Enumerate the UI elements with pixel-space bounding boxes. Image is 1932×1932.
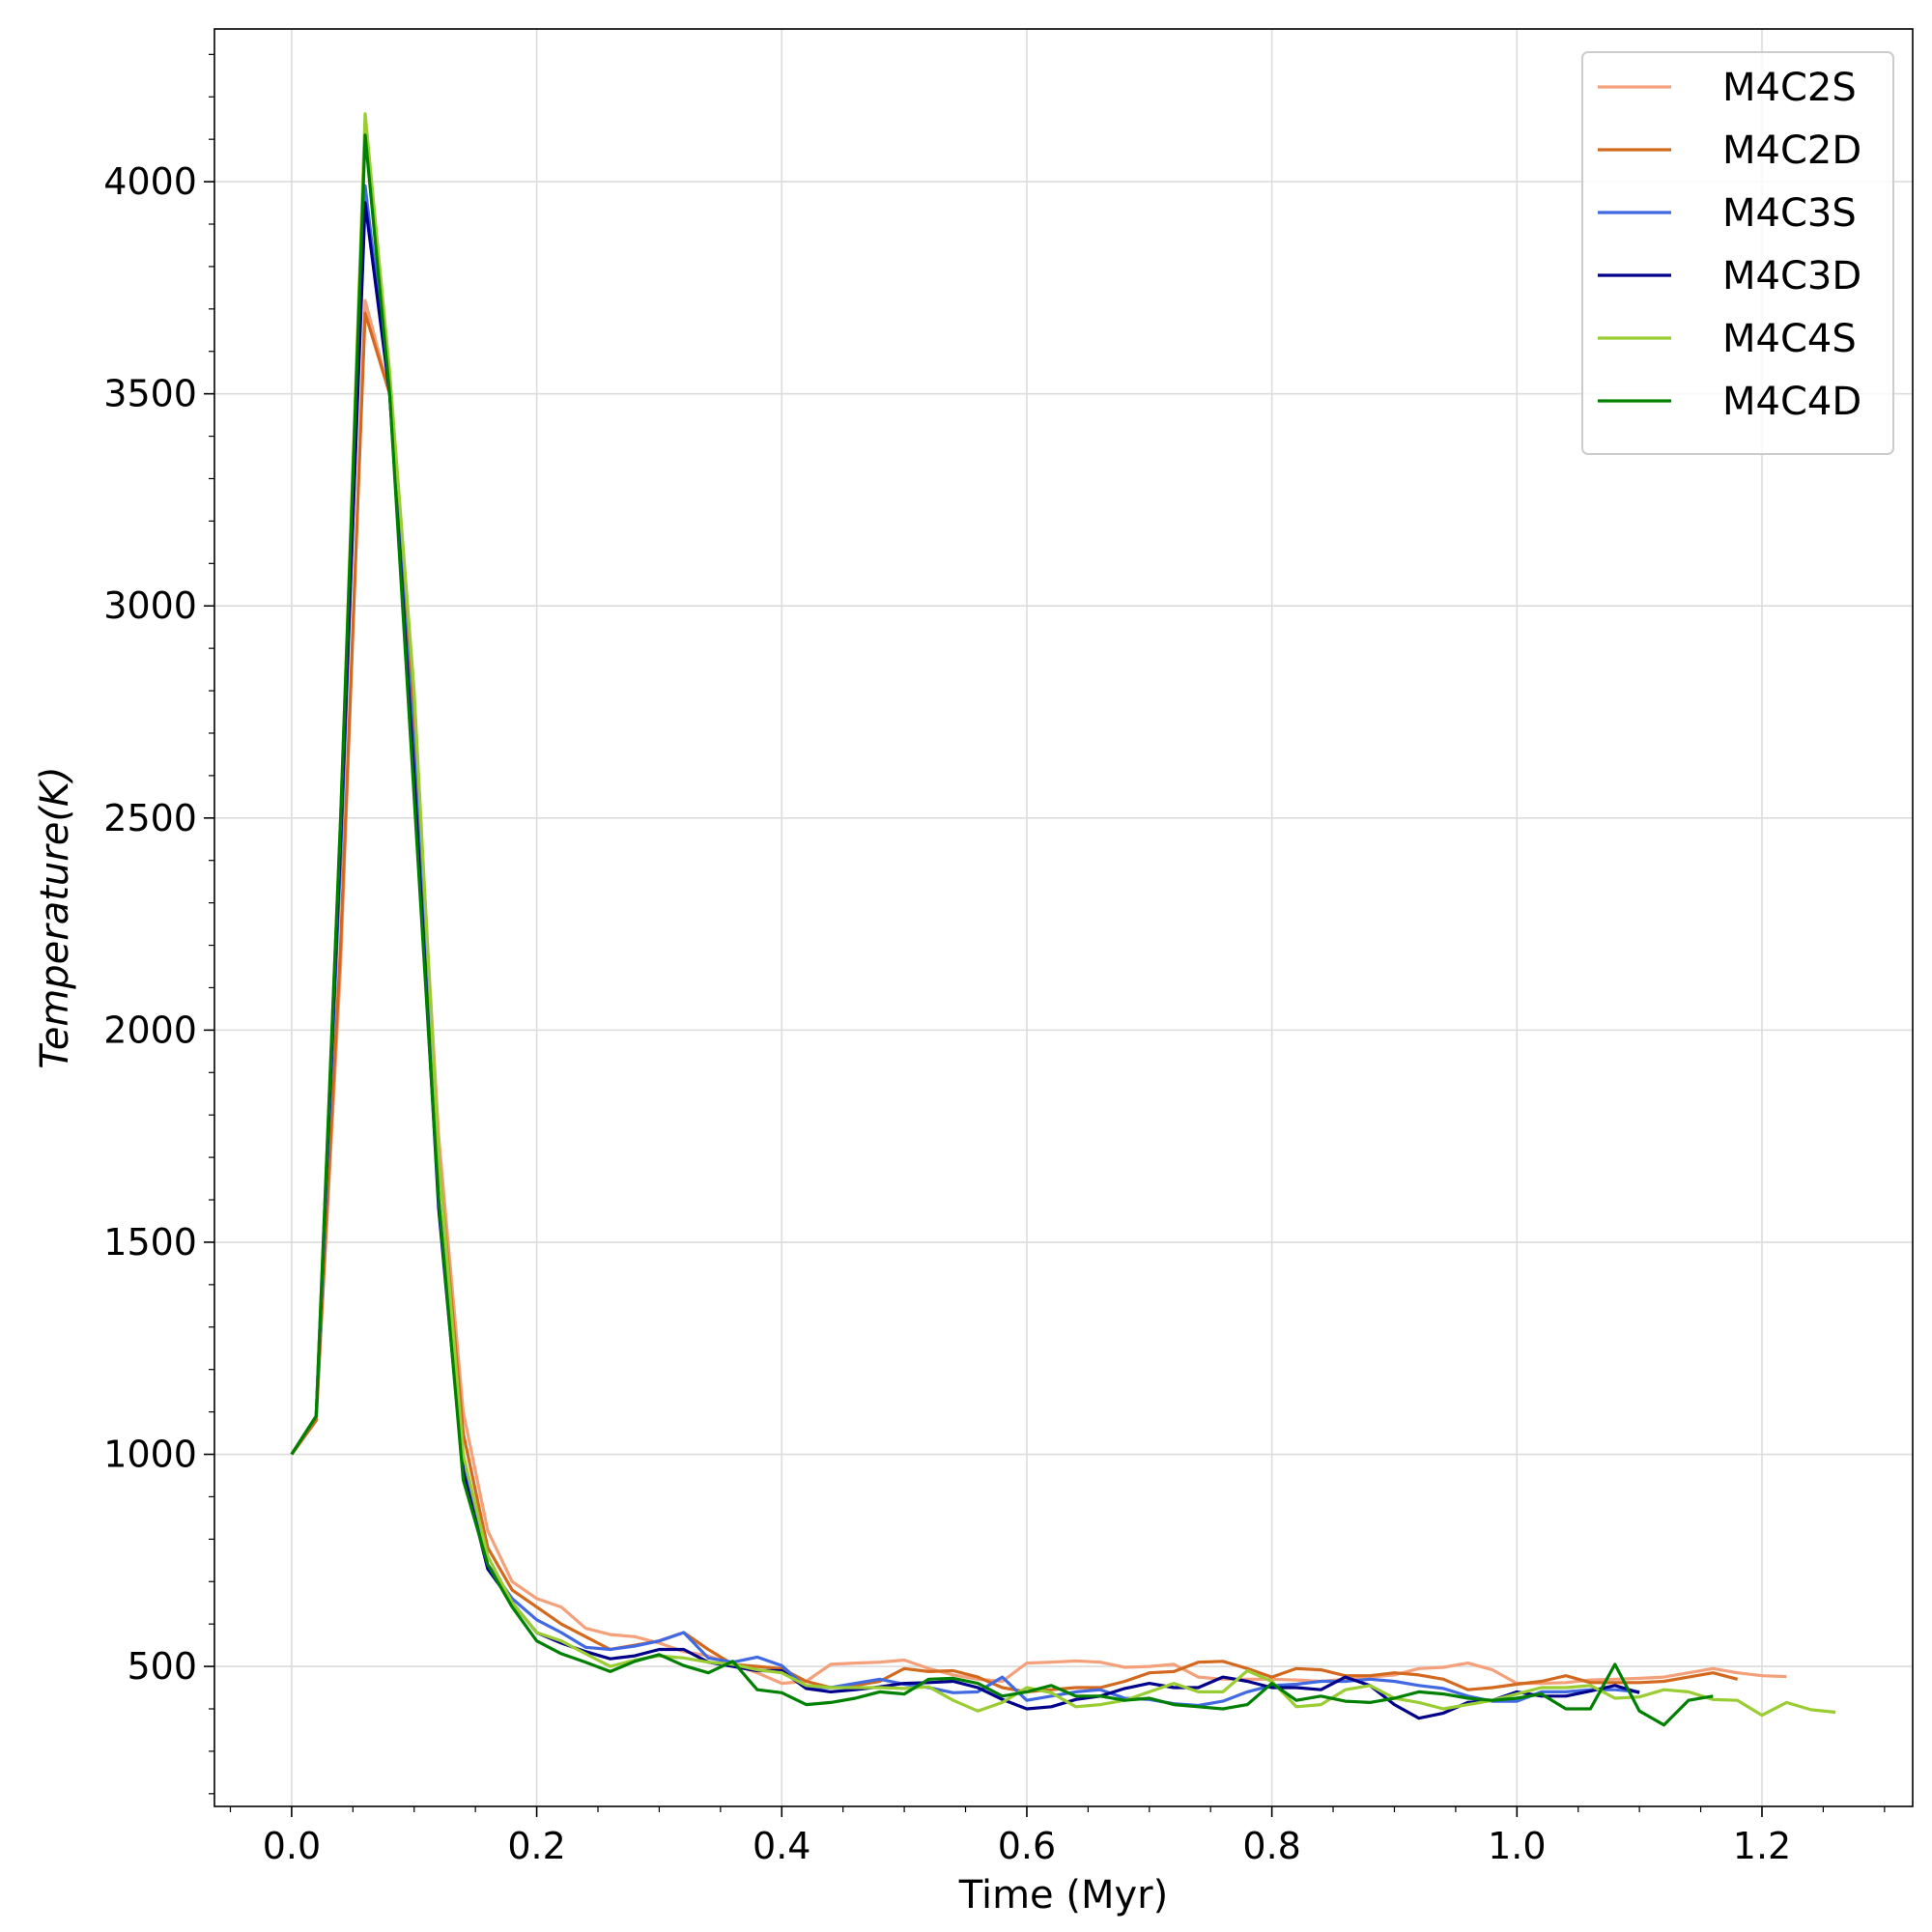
y-tick-label: 2000 [103,1009,197,1051]
y-tick-label: 1500 [103,1221,197,1264]
y-axis-label: Temperature(K) [33,766,77,1069]
x-tick-label: 1.0 [1488,1825,1546,1867]
y-tick-label: 4000 [103,160,197,203]
y-tick-label: 1000 [103,1434,197,1476]
plot-frame [213,28,1914,1807]
x-tick-label: 0.4 [753,1825,810,1867]
x-tick-label: 0.6 [998,1825,1056,1867]
x-tick-label: 1.2 [1733,1825,1791,1867]
grid [214,29,1913,1806]
y-tick-label: 2500 [103,797,197,839]
x-tick-label: 0.0 [263,1825,321,1867]
legend-label: M4C2D [1722,128,1861,173]
y-tick-label: 500 [127,1645,197,1688]
x-tick-label: 0.2 [507,1825,565,1867]
series-line-m4c4s [290,112,1836,1718]
series-lines [290,112,1836,1727]
y-tick-label: 3500 [103,373,197,415]
axis-ticks: 0.0 0.2 0.4 0.6 0.8 1.0 1.2 500 1000 1500 2000 2500… [103,53,1886,1867]
legend-label: M4C3D [1722,254,1861,298]
legend-label: M4C3S [1722,191,1857,236]
x-tick-label: 0.8 [1242,1825,1300,1867]
legend-label: M4C2S [1722,66,1857,110]
legend-box [1581,51,1894,455]
legend-label: M4C4D [1722,380,1861,424]
y-tick-label: 3000 [103,584,197,627]
legend: M4C2S M4C2D M4C3S M4C3D M4C4S M4C4D [1581,51,1894,455]
series-line-m4c4d [290,133,1714,1727]
legend-label: M4C4S [1722,317,1857,361]
x-axis-label: Time (Myr) [958,1873,1168,1918]
series-line-m4c3s [290,184,1640,1708]
